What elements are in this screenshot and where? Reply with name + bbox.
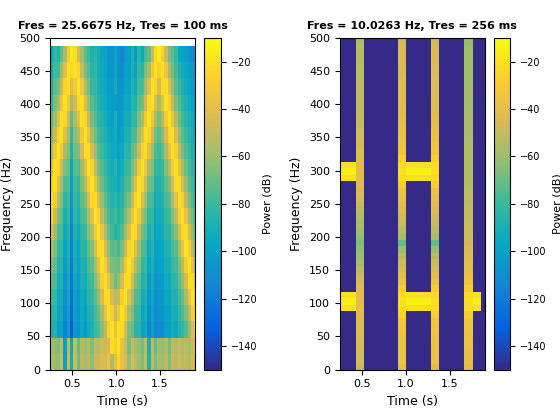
Y-axis label: Frequency (Hz): Frequency (Hz) xyxy=(1,157,14,251)
X-axis label: Time (s): Time (s) xyxy=(387,395,438,408)
Y-axis label: Power (dB): Power (dB) xyxy=(263,173,273,234)
Y-axis label: Power (dB): Power (dB) xyxy=(552,173,560,234)
Title: Fres = 25.6675 Hz, Tres = 100 ms: Fres = 25.6675 Hz, Tres = 100 ms xyxy=(18,21,228,32)
X-axis label: Time (s): Time (s) xyxy=(97,395,148,408)
Title: Fres = 10.0263 Hz, Tres = 256 ms: Fres = 10.0263 Hz, Tres = 256 ms xyxy=(307,21,517,32)
Y-axis label: Frequency (Hz): Frequency (Hz) xyxy=(291,157,304,251)
